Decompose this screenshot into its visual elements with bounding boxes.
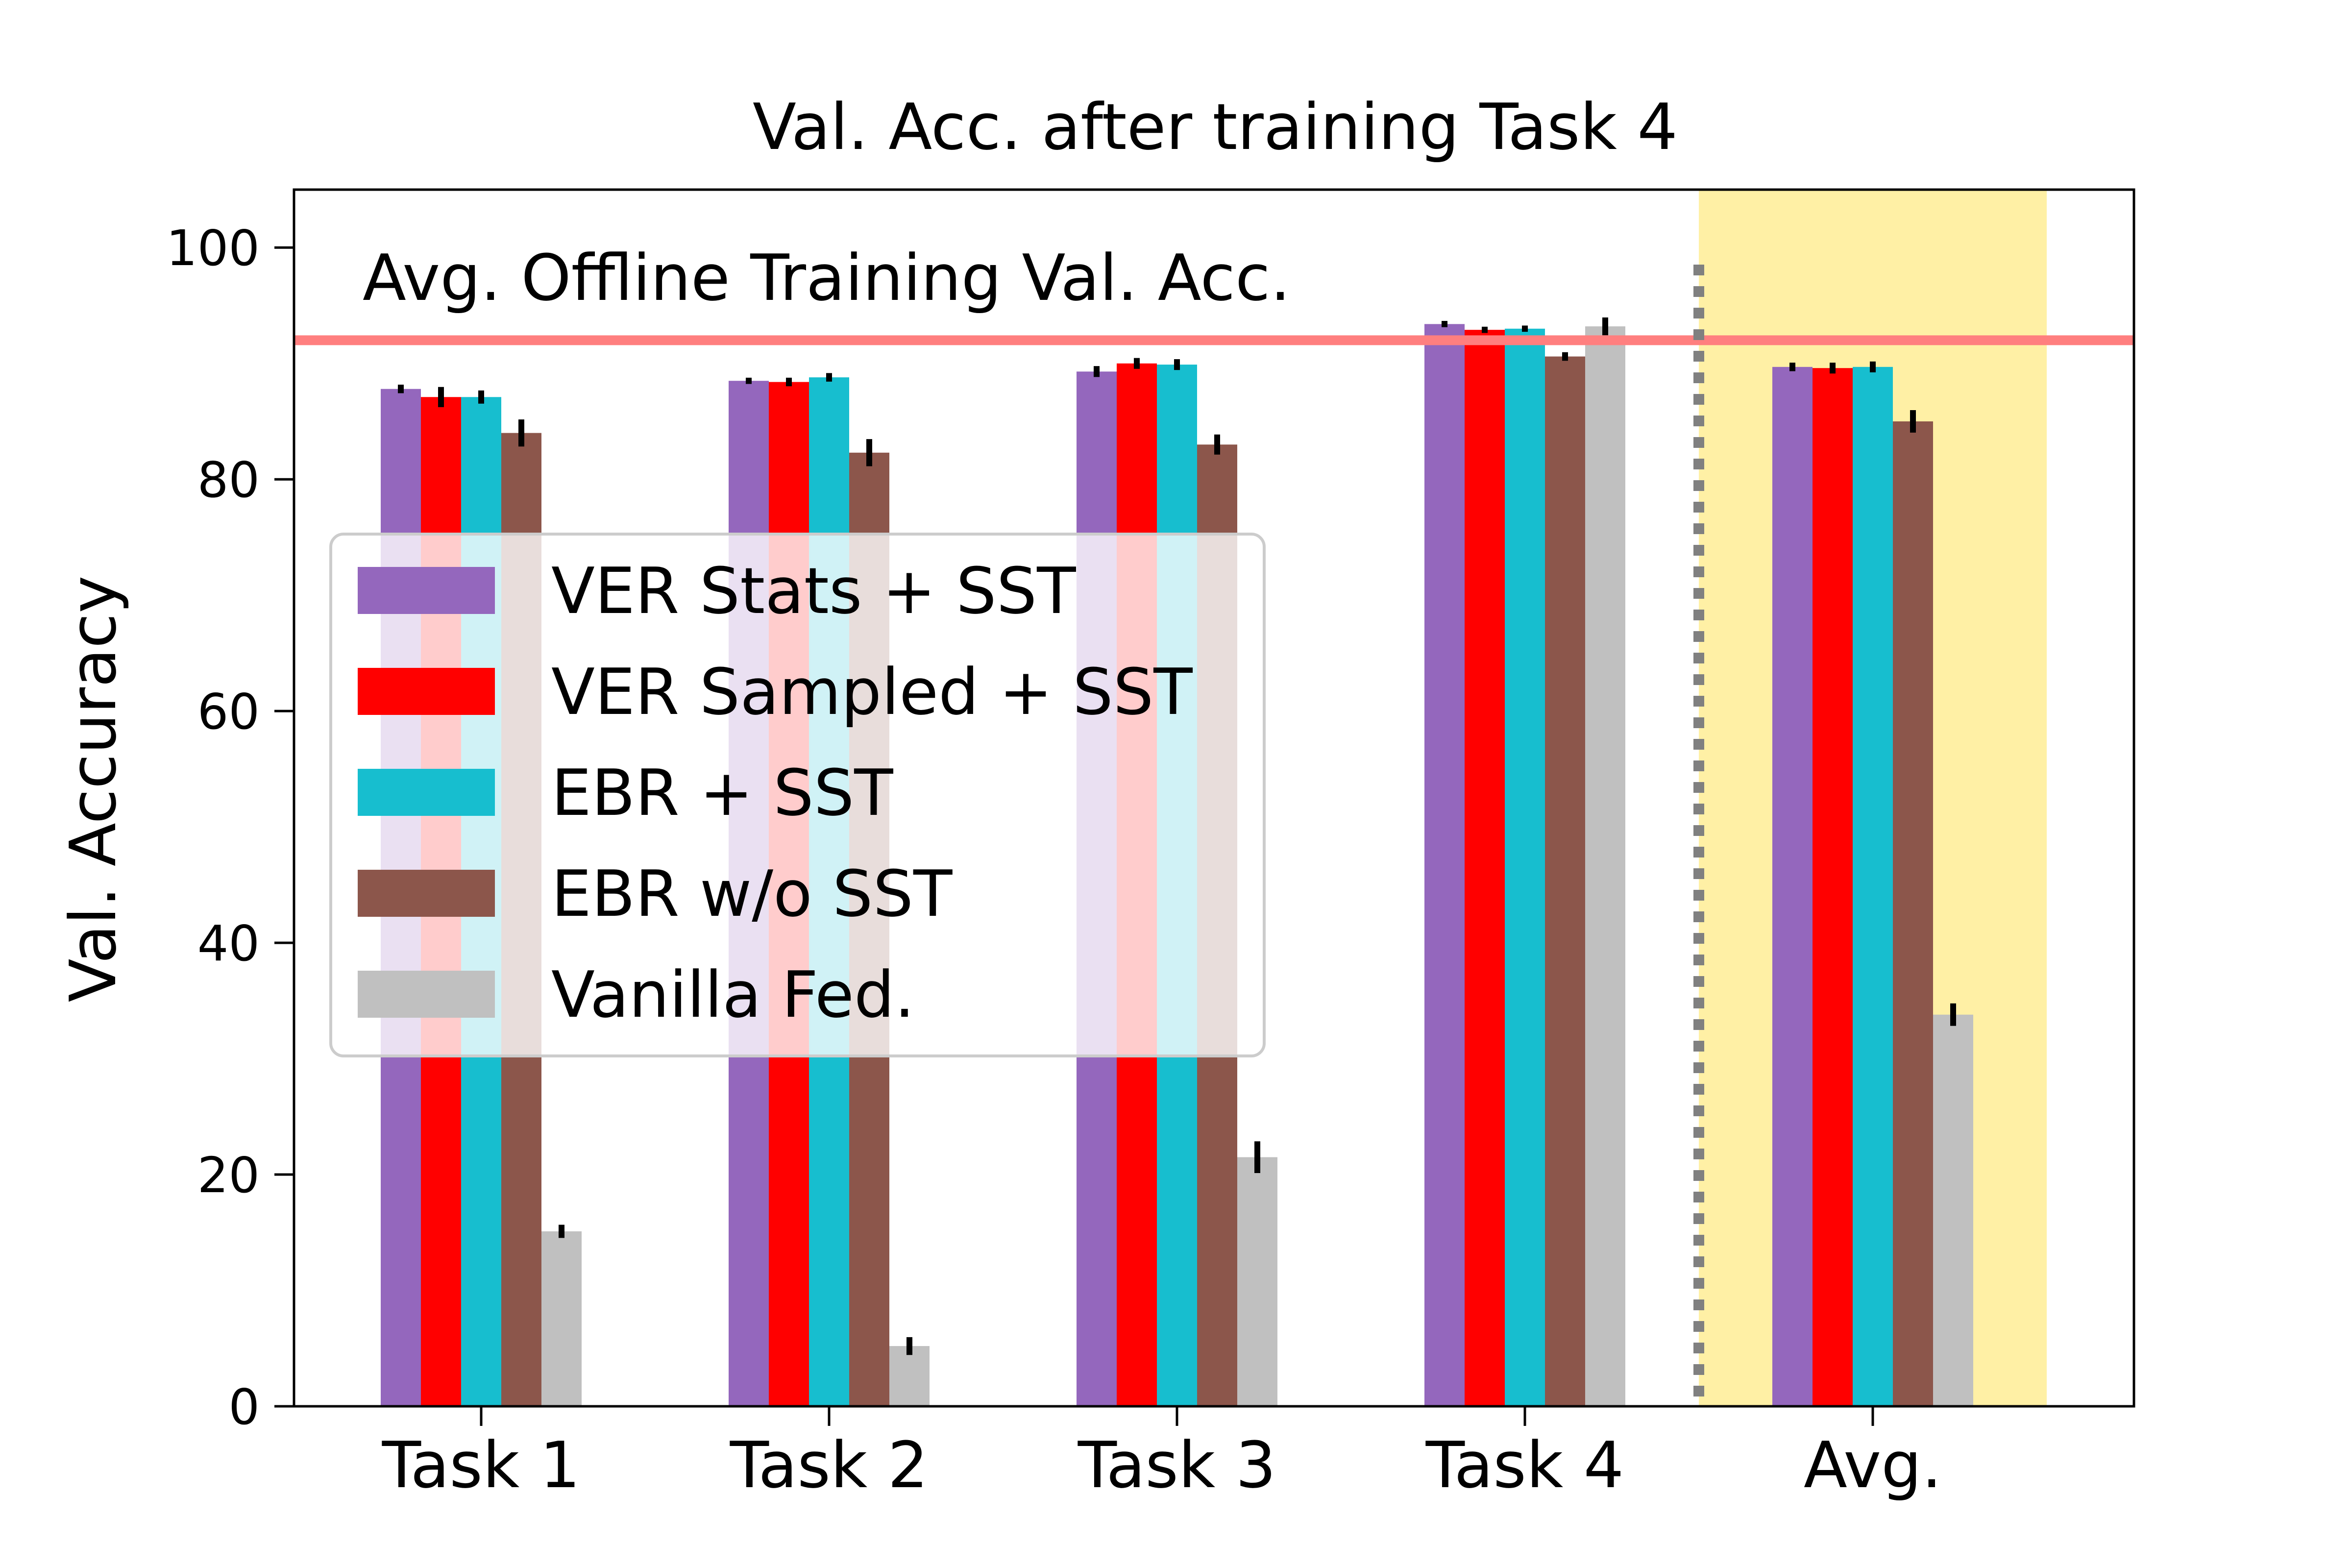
- bar-ebr-w-o-sst-task-4: [1545, 356, 1585, 1407]
- bar-vanilla-fed--task-4: [1585, 326, 1625, 1406]
- bar-ver-sampled-sst-task-4: [1465, 330, 1505, 1406]
- reference-line-label: Avg. Offline Training Val. Acc.: [363, 241, 1291, 315]
- legend-swatch: [358, 870, 495, 917]
- legend-label: EBR w/o SST: [551, 857, 953, 931]
- y-tick-label: 80: [197, 451, 260, 509]
- y-tick-label: 20: [197, 1147, 260, 1204]
- chart-title: Val. Acc. after training Task 4: [753, 90, 1678, 164]
- axes-frame: [293, 188, 2135, 1408]
- legend-box: [329, 533, 1266, 1057]
- y-tick-label: 60: [197, 683, 260, 740]
- axes: 0 20 40 60 80 100 Task 1 Task 2 Task 3 Task 4 Avg.: [166, 188, 2135, 1502]
- bar-vanilla-fed--task-3: [1237, 1157, 1277, 1406]
- y-tick-label: 40: [197, 915, 260, 972]
- x-tick-label: Task 2: [730, 1428, 929, 1502]
- legend-label: VER Sampled + SST: [551, 655, 1193, 729]
- legend-label: VER Stats + SST: [551, 554, 1076, 628]
- legend-swatch: [358, 668, 495, 715]
- bar-ver-stats-sst-task-4: [1424, 324, 1465, 1406]
- x-tick-label: Task 4: [1425, 1428, 1624, 1502]
- bar-ver-stats-sst-avg-: [1772, 367, 1813, 1406]
- bar-ver-sampled-sst-avg-: [1813, 368, 1853, 1406]
- y-tick-label: 0: [228, 1378, 260, 1436]
- x-tick-label: Task 1: [382, 1428, 581, 1502]
- x-tick-label: Avg.: [1804, 1428, 1942, 1502]
- legend-swatch: [358, 769, 495, 816]
- legend-label: EBR + SST: [551, 756, 893, 830]
- bar-vanilla-fed--avg-: [1933, 1014, 1973, 1406]
- y-axis-label: Val. Accuracy: [56, 576, 130, 1003]
- legend-swatch: [358, 567, 495, 614]
- bar-ebr-sst-task-4: [1505, 328, 1545, 1406]
- legend: VER Stats + SST VER Sampled + SST EBR + SS…: [329, 533, 1266, 1057]
- x-tick-label: Task 3: [1078, 1428, 1276, 1502]
- bar-ebr-w-o-sst-avg-: [1893, 421, 1933, 1406]
- bar-ebr-sst-avg-: [1853, 367, 1893, 1406]
- bar-vanilla-fed--task-1: [541, 1231, 582, 1406]
- y-tick-label: 100: [166, 220, 260, 277]
- legend-label: Vanilla Fed.: [551, 957, 915, 1032]
- error-bars: [398, 317, 1956, 1355]
- bar-vanilla-fed--task-2: [889, 1346, 930, 1406]
- legend-swatch: [358, 971, 495, 1018]
